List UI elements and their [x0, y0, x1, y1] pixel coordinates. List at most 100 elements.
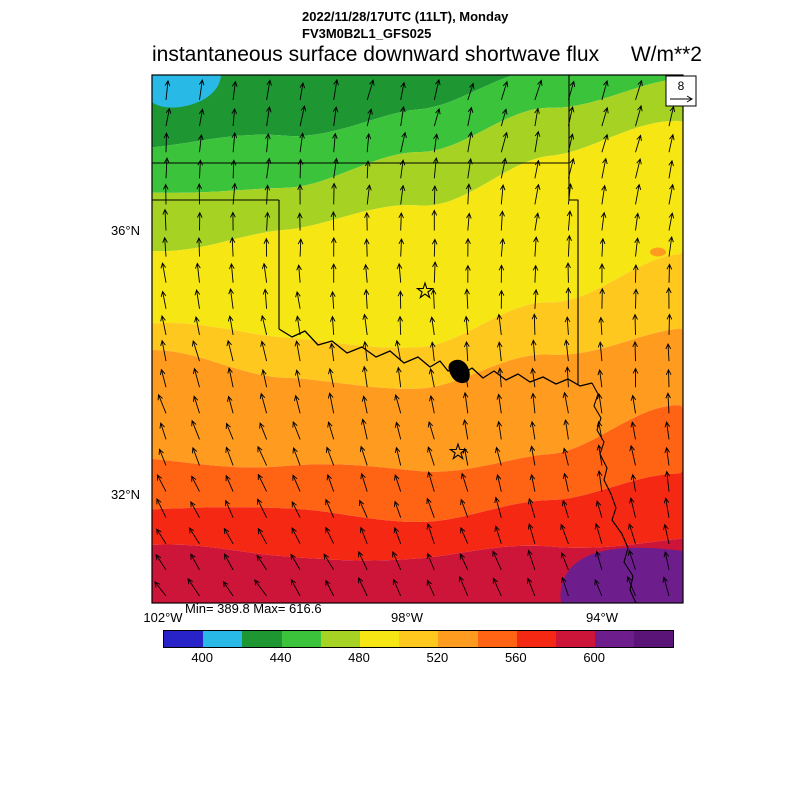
- wind-arrow: [299, 105, 307, 127]
- wind-arrow: [364, 211, 370, 231]
- wind-arrow: [663, 523, 670, 544]
- wind-arrow: [529, 445, 536, 466]
- wind-arrow: [196, 183, 203, 205]
- wind-arrow: [668, 183, 675, 205]
- wind-arrow: [567, 133, 575, 153]
- wind-arrow: [462, 418, 469, 440]
- colorbar-tick-600: 600: [583, 650, 606, 665]
- wind-arrow: [191, 419, 200, 440]
- wind-arrow: [599, 237, 606, 257]
- colorbar-segment-380-400: [164, 631, 204, 647]
- wind-arrow: [466, 212, 472, 231]
- wind-arrow: [630, 421, 636, 440]
- wind-arrow: [222, 580, 234, 597]
- wind-arrow: [294, 340, 301, 362]
- wind-arrow: [259, 392, 268, 414]
- reference-arrow-icon: [670, 95, 693, 103]
- wind-arrow: [566, 234, 572, 257]
- wind-arrow: [226, 339, 234, 362]
- wind-arrow: [632, 367, 639, 388]
- city-star-north: [415, 281, 435, 299]
- wind-arrow: [333, 78, 339, 101]
- wind-arrow: [562, 472, 569, 492]
- wind-arrow: [665, 368, 672, 388]
- border-red-river: [278, 328, 593, 387]
- wind-arrow: [363, 238, 370, 257]
- wind-arrow: [459, 553, 469, 571]
- wind-arrow: [460, 472, 469, 492]
- lon-tick-label: 98°W: [391, 610, 423, 625]
- wind-arrow: [295, 290, 301, 309]
- wind-arrow: [223, 553, 234, 571]
- wind-arrow: [360, 472, 368, 492]
- colorbar-tick-560: 560: [504, 650, 527, 665]
- wind-arrow: [663, 550, 670, 570]
- wind-arrow: [666, 313, 673, 335]
- wind-arrow: [428, 394, 435, 414]
- wind-arrow: [329, 342, 335, 362]
- wind-arrow: [594, 578, 603, 597]
- wind-arrow: [330, 210, 337, 231]
- wind-arrow: [156, 497, 167, 518]
- border-missouri-arkansas-west: [568, 75, 579, 385]
- wind-arrow: [164, 79, 171, 101]
- wind-arrow: [534, 107, 540, 127]
- wind-arrow: [160, 290, 167, 309]
- wind-arrow: [254, 579, 267, 597]
- wind-arrow: [534, 183, 541, 205]
- flux-patch-speck-520-540: [650, 247, 666, 257]
- wind-arrow: [664, 470, 671, 492]
- wind-arrow: [190, 500, 200, 518]
- wind-arrow: [527, 549, 536, 571]
- wind-arrow: [634, 212, 640, 231]
- wind-arrow: [191, 475, 200, 492]
- wind-arrow: [331, 182, 337, 205]
- wind-arrow: [359, 499, 368, 518]
- wind-arrow: [198, 108, 205, 127]
- wind-arrow: [498, 264, 505, 283]
- colorbar-segment-620-640: [634, 631, 674, 647]
- flux-band-580-600: [152, 538, 683, 603]
- wind-arrow: [230, 211, 236, 231]
- wind-arrow: [668, 133, 675, 153]
- wind-arrow: [529, 420, 536, 440]
- model-run-line: FV3M0B2L1_GFS025: [302, 26, 432, 41]
- wind-arrow: [196, 237, 202, 257]
- wind-arrow: [257, 527, 267, 545]
- wind-arrow: [563, 418, 569, 440]
- border-texas-arkansas-louisiana: [591, 382, 637, 603]
- wind-arrow: [496, 341, 503, 362]
- wind-arrow: [333, 157, 339, 179]
- wind-arrow: [561, 499, 569, 518]
- wind-arrow: [567, 80, 576, 101]
- wind-arrow: [499, 237, 506, 257]
- lon-tick-label: 94°W: [586, 610, 618, 625]
- wind-arrow: [160, 339, 167, 362]
- wind-arrow: [361, 418, 368, 440]
- wind-arrow: [260, 314, 268, 336]
- wind-arrow: [596, 469, 603, 492]
- reference-vector-box: 8: [665, 75, 697, 107]
- wind-arrow: [458, 575, 469, 597]
- wind-arrow: [257, 445, 268, 466]
- wind-arrow: [157, 393, 167, 414]
- flux-band-560-580: [152, 470, 683, 561]
- city-star-south: [448, 442, 468, 460]
- wind-arrow: [159, 368, 167, 388]
- wind-arrow: [462, 391, 469, 414]
- wind-arrow: [663, 497, 670, 518]
- wind-arrow: [430, 288, 437, 309]
- wind-arrow: [329, 290, 336, 309]
- wind-arrow: [154, 581, 167, 597]
- wind-arrow: [358, 576, 368, 597]
- wind-arrow: [496, 420, 503, 440]
- wind-arrow: [366, 184, 372, 205]
- wind-arrow: [494, 496, 502, 518]
- wind-arrow: [635, 134, 642, 153]
- wind-arrow: [231, 182, 238, 205]
- wind-arrow: [629, 497, 636, 518]
- wind-arrow: [601, 106, 609, 127]
- wind-arrow: [534, 212, 540, 231]
- wind-vector-layer: [154, 78, 677, 597]
- wind-arrow: [299, 81, 306, 101]
